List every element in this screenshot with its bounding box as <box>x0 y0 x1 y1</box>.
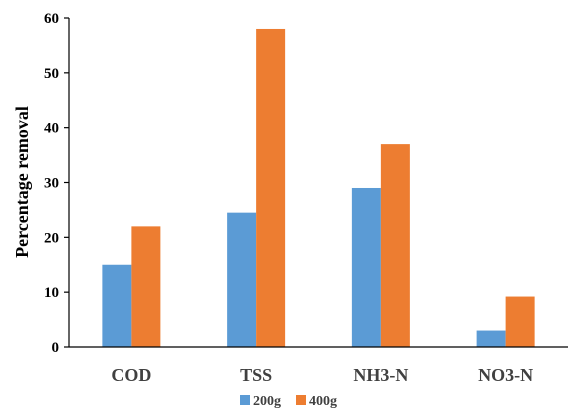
bar-cod-400g <box>131 226 161 347</box>
x-category-label: COD <box>111 365 151 385</box>
x-category-label: TSS <box>240 365 272 385</box>
bar-tss-200g <box>227 212 257 347</box>
bar-no3-n-400g <box>505 296 535 347</box>
y-axis-ticks: 0 10 20 30 40 50 60 <box>44 11 69 356</box>
bar-no3-n-200g <box>476 330 506 347</box>
y-tick-label: 0 <box>52 340 60 356</box>
y-axis-title: Percentage removal <box>12 106 32 258</box>
x-category-label: NH3-N <box>353 365 408 385</box>
bar-nh3-n-200g <box>351 187 381 347</box>
legend-swatch-400g <box>296 395 306 405</box>
y-tick-label: 40 <box>44 121 59 137</box>
legend-label-400g: 400g <box>309 394 337 409</box>
bar-cod-200g <box>102 264 132 347</box>
y-tick-label: 20 <box>44 230 59 246</box>
y-tick-label: 50 <box>44 66 59 82</box>
y-tick-label: 30 <box>44 176 59 192</box>
legend-label-200g: 200g <box>253 394 281 409</box>
y-tick-label: 10 <box>44 285 59 301</box>
x-category-label: NO3-N <box>478 365 533 385</box>
legend: 200g 400g <box>240 394 337 409</box>
bars <box>102 28 535 347</box>
bar-nh3-n-400g <box>380 144 410 347</box>
x-axis-labels: COD TSS NH3-N NO3-N <box>111 365 533 385</box>
bar-tss-400g <box>256 28 286 347</box>
y-tick-label: 60 <box>44 11 59 27</box>
legend-swatch-200g <box>240 395 250 405</box>
